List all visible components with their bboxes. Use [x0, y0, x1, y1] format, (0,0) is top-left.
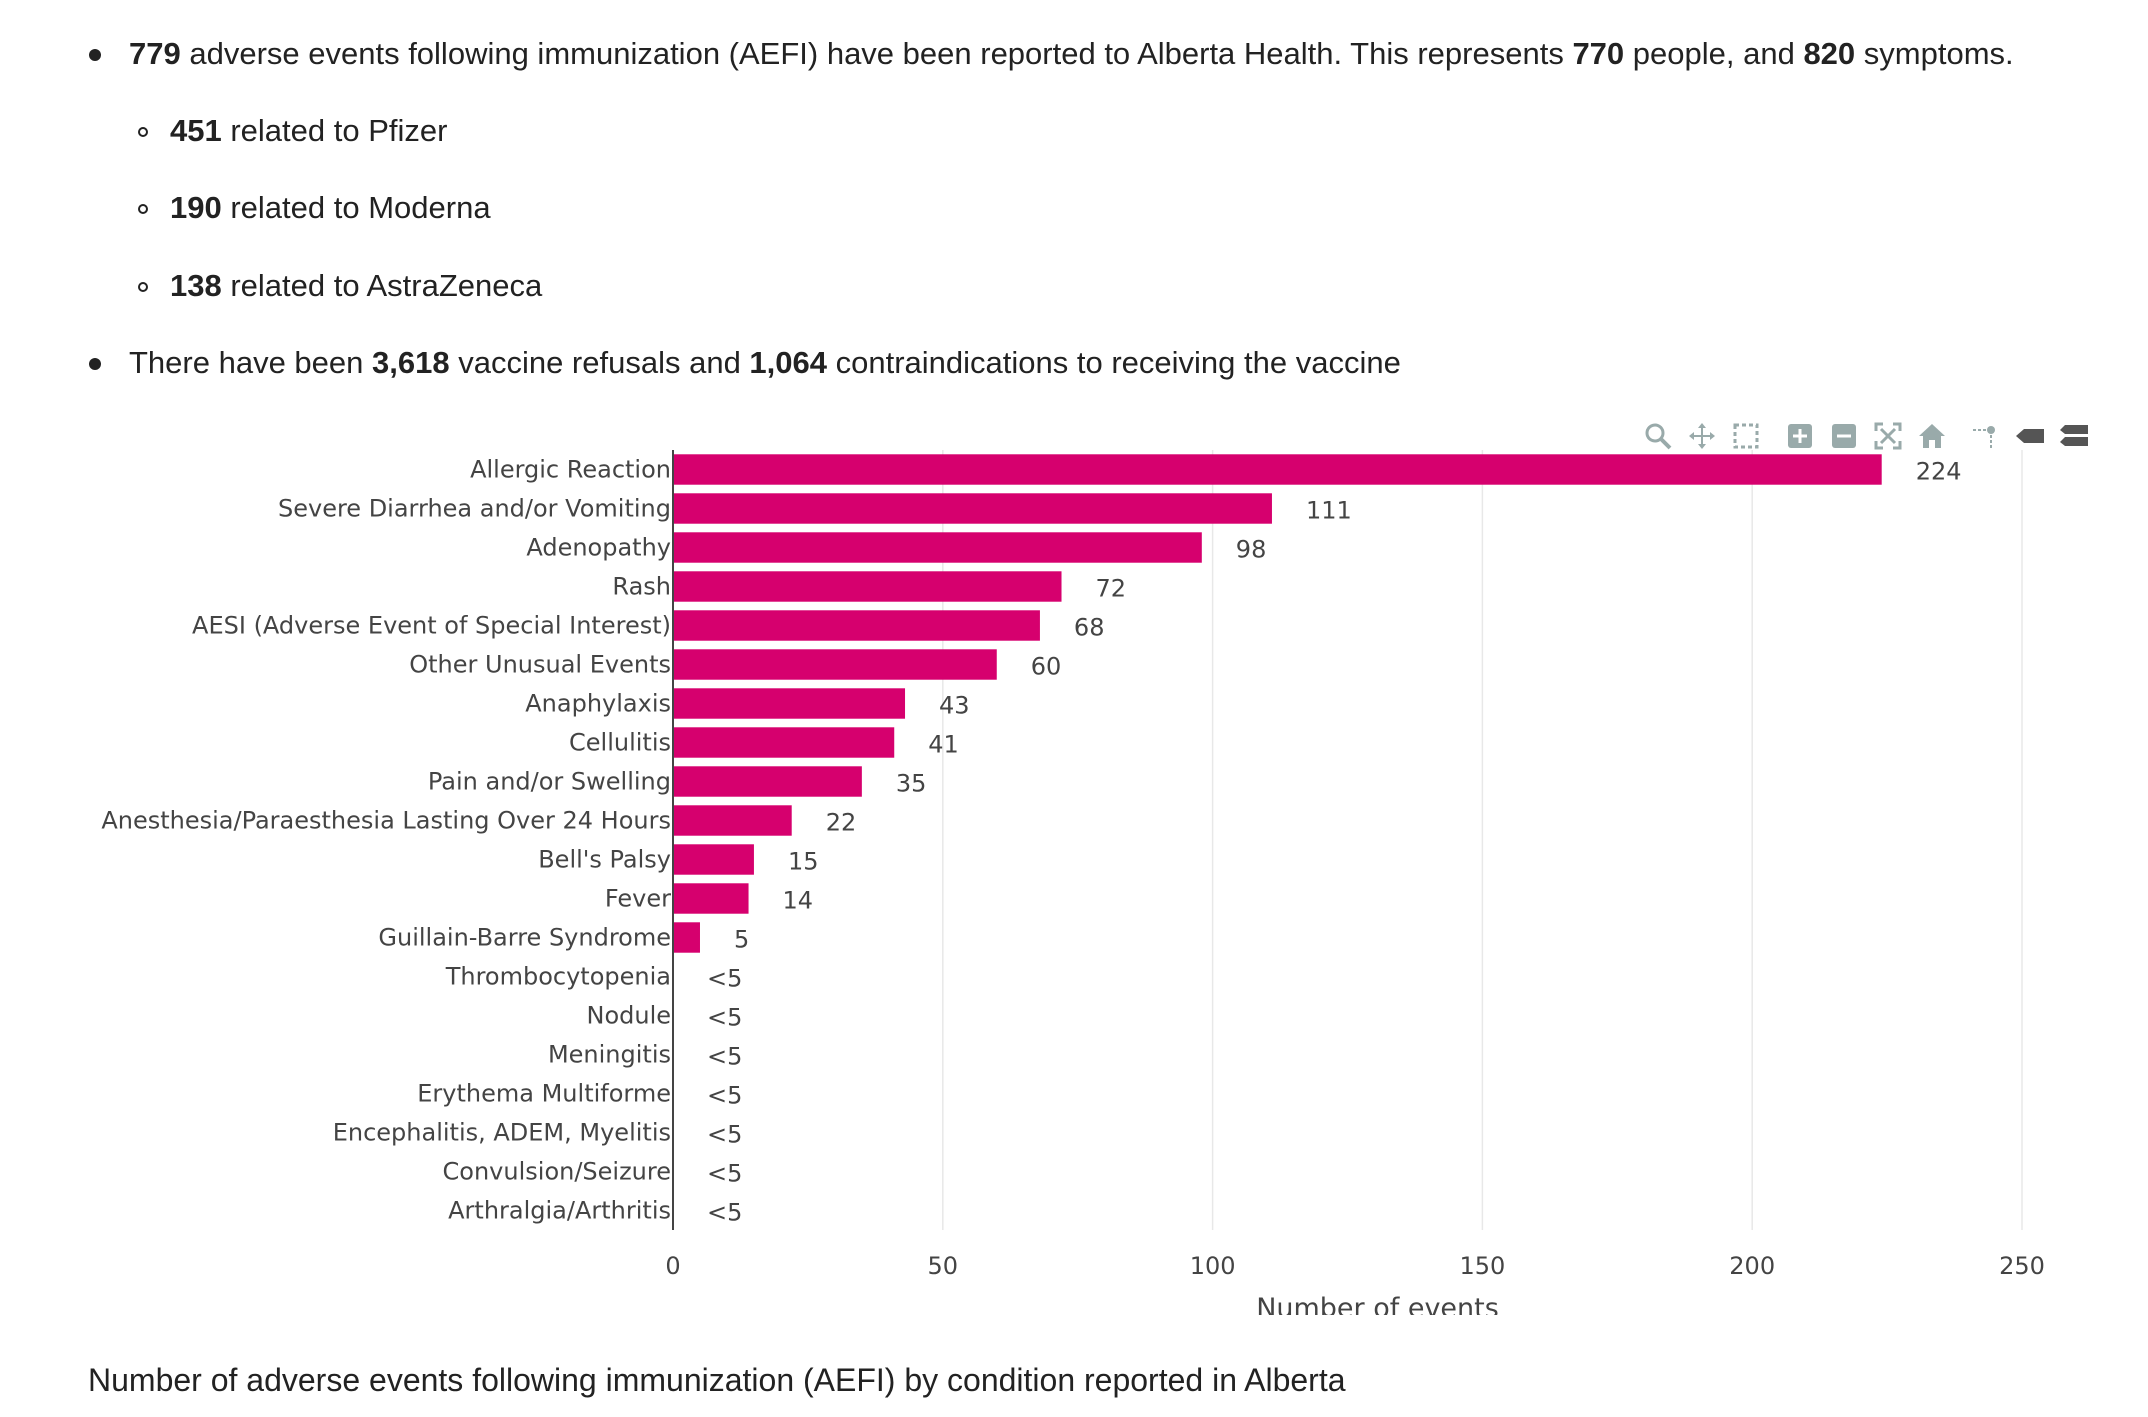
- spike-lines-icon[interactable]: [1968, 418, 2004, 454]
- value-label: <5: [707, 965, 742, 993]
- bullet-dot: [89, 49, 101, 61]
- category-label: Fever: [605, 885, 671, 913]
- hover-compare-icon[interactable]: [2056, 418, 2092, 454]
- value-label: 43: [939, 692, 970, 720]
- category-label: Nodule: [586, 1002, 671, 1030]
- category-label: Allergic Reaction: [470, 456, 671, 484]
- category-label: Convulsion/Seizure: [443, 1158, 671, 1186]
- bullet-circle: [138, 282, 148, 292]
- aefi-bar-chart: 0 50 100 150 200 250 Allergic Reaction 224 Sever…: [101, 450, 2045, 1315]
- zoom-icon[interactable]: [1640, 418, 1676, 454]
- category-label: Severe Diarrhea and/or Vomiting: [278, 495, 671, 523]
- zoom-out-icon[interactable]: [1826, 418, 1862, 454]
- bar: [673, 766, 862, 797]
- category-label: Guillain-Barre Syndrome: [378, 924, 671, 952]
- chart-modebar: [1640, 418, 2092, 454]
- contraindications-count: 1,064: [749, 345, 827, 380]
- hover-closest-icon[interactable]: [2012, 418, 2048, 454]
- value-label: <5: [707, 1121, 742, 1149]
- category-label: Erythema Multiforme: [417, 1080, 671, 1108]
- value-label: <5: [707, 1160, 742, 1188]
- category-label: AESI (Adverse Event of Special Interest): [192, 612, 671, 640]
- value-label: 111: [1306, 497, 1352, 525]
- bar: [673, 454, 1882, 485]
- bar: [673, 727, 895, 758]
- x-axis-title: Number of events: [1256, 1293, 1499, 1315]
- value-label: 14: [783, 887, 814, 915]
- x-tick-label: 200: [1729, 1252, 1775, 1280]
- value-label: 98: [1236, 536, 1267, 564]
- value-label: 60: [1031, 653, 1062, 681]
- x-tick-label: 50: [928, 1252, 959, 1280]
- x-tick-label: 0: [665, 1252, 680, 1280]
- bar: [673, 532, 1202, 563]
- category-label: Anaphylaxis: [525, 690, 671, 718]
- x-tick-label: 250: [1999, 1252, 2045, 1280]
- category-label: Encephalitis, ADEM, Myelitis: [333, 1119, 671, 1147]
- x-tick-label: 150: [1459, 1252, 1505, 1280]
- bar: [673, 688, 906, 719]
- value-label: <5: [707, 1004, 742, 1032]
- refusals-count: 3,618: [372, 345, 450, 380]
- category-label: Anesthesia/Paraesthesia Lasting Over 24 …: [101, 807, 671, 835]
- bar: [673, 922, 700, 953]
- bar: [673, 805, 792, 836]
- x-tick-label: 100: [1190, 1252, 1236, 1280]
- bar: [673, 649, 997, 680]
- value-label: <5: [707, 1043, 742, 1071]
- category-label: Bell's Palsy: [538, 846, 671, 874]
- bullet-circle: [138, 204, 148, 214]
- chart-caption: Number of adverse events following immun…: [88, 1362, 1346, 1398]
- category-label: Thrombocytopenia: [445, 963, 671, 991]
- value-label: 68: [1074, 614, 1105, 642]
- category-label: Other Unusual Events: [409, 651, 671, 679]
- category-label: Pain and/or Swelling: [428, 768, 671, 796]
- bar: [673, 493, 1272, 524]
- category-label: Rash: [612, 573, 671, 601]
- pan-icon[interactable]: [1684, 418, 1720, 454]
- value-label: <5: [707, 1199, 742, 1227]
- zoom-in-icon[interactable]: [1782, 418, 1818, 454]
- bar: [673, 844, 754, 875]
- value-label: 35: [896, 770, 927, 798]
- aefi-count: 779: [129, 36, 181, 71]
- bullet-text: 779 adverse events following immunizatio…: [129, 36, 2014, 71]
- value-label: <5: [707, 1082, 742, 1110]
- symptoms-count: 820: [1803, 36, 1856, 71]
- category-label: Cellulitis: [569, 729, 671, 757]
- value-label: 224: [1916, 458, 1962, 486]
- category-label: Adenopathy: [526, 534, 671, 562]
- value-label: 72: [1096, 575, 1127, 603]
- category-label: Meningitis: [548, 1041, 671, 1069]
- value-label: 22: [826, 809, 857, 837]
- category-label: Arthralgia/Arthritis: [448, 1197, 671, 1225]
- reset-axes-icon[interactable]: [1914, 418, 1950, 454]
- value-label: 15: [788, 848, 819, 876]
- bar: [673, 883, 749, 914]
- value-label: 41: [928, 731, 959, 759]
- people-count: 770: [1572, 36, 1625, 71]
- bullet-circle: [138, 127, 148, 137]
- bar: [673, 571, 1062, 602]
- autoscale-icon[interactable]: [1870, 418, 1906, 454]
- value-label: 5: [734, 926, 749, 954]
- bullet-dot: [89, 358, 101, 370]
- bar: [673, 610, 1040, 641]
- select-box-icon[interactable]: [1728, 418, 1764, 454]
